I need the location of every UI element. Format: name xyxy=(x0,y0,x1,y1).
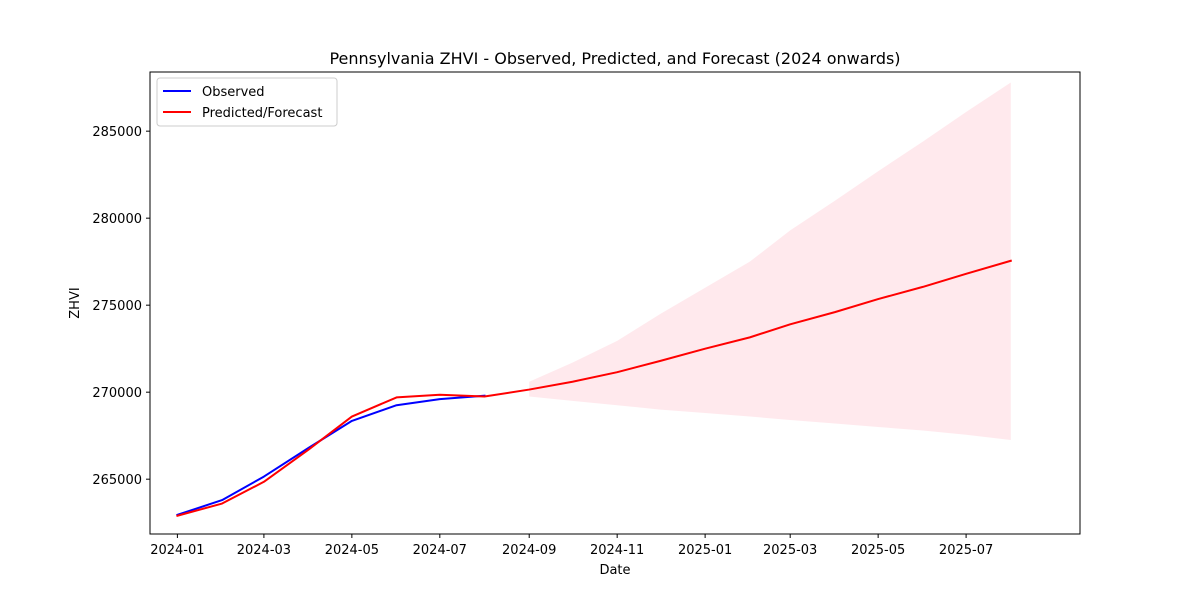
y-axis-label: ZHVI xyxy=(68,287,83,318)
x-tick-label: 2024-01 xyxy=(150,543,204,558)
y-tick-label: 285000 xyxy=(92,125,142,140)
x-tick-label: 2025-01 xyxy=(678,543,732,558)
x-tick-label: 2024-03 xyxy=(237,543,291,558)
legend-label-predicted-forecast: Predicted/Forecast xyxy=(202,106,322,121)
x-tick-label: 2025-05 xyxy=(851,543,905,558)
chart-title: Pennsylvania ZHVI - Observed, Predicted,… xyxy=(329,49,900,68)
y-tick-label: 270000 xyxy=(92,386,142,401)
legend: Observed Predicted/Forecast xyxy=(156,77,338,127)
series-line-observed xyxy=(176,394,486,517)
legend-label-observed: Observed xyxy=(202,85,265,100)
x-tick-label: 2025-03 xyxy=(763,543,817,558)
confidence-band xyxy=(529,82,1011,441)
x-tick-label: 2024-05 xyxy=(325,543,379,558)
x-axis: 2024-01 2024-03 2024-05 2024-07 2024-09 2024-… xyxy=(150,534,993,558)
y-tick-label: 265000 xyxy=(92,473,142,488)
series-line-predicted-forecast xyxy=(176,259,1013,517)
x-tick-label: 2024-07 xyxy=(413,543,467,558)
x-tick-label: 2025-07 xyxy=(939,543,993,558)
confidence-band-layer xyxy=(529,82,1011,441)
series-layer xyxy=(176,259,1013,517)
plot-frame xyxy=(149,71,1081,535)
x-tick-label: 2024-09 xyxy=(502,543,556,558)
y-tick-label: 275000 xyxy=(92,299,142,314)
legend-box xyxy=(156,77,338,127)
y-axis: 265000 270000 275000 280000 285000 xyxy=(92,125,150,488)
x-tick-label: 2024-11 xyxy=(590,543,644,558)
y-tick-label: 280000 xyxy=(92,212,142,227)
x-axis-label: Date xyxy=(599,563,630,578)
